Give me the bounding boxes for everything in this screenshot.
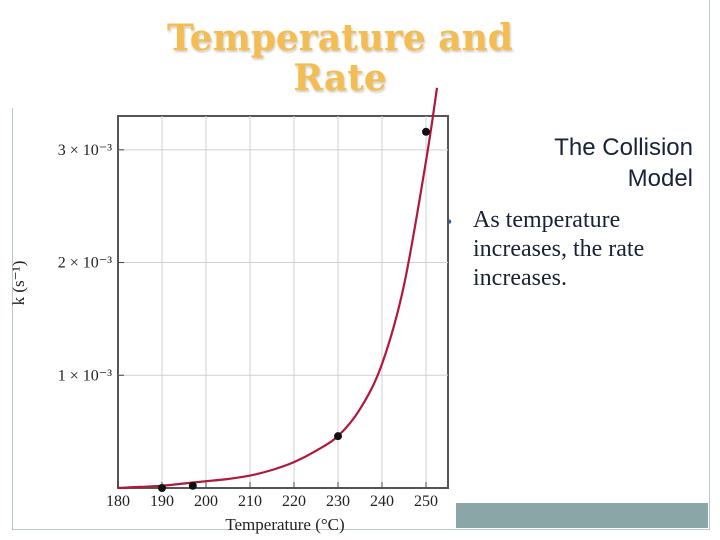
y-tick-label: 3 × 10⁻³ [58,142,112,159]
x-tick-label: 190 [150,493,174,510]
y-tick-label: 1 × 10⁻³ [58,367,112,384]
x-tick-label: 250 [414,493,438,510]
grid-lines [118,116,448,488]
x-tick-label: 240 [370,493,394,510]
title-area-background [0,0,440,108]
x-tick-label: 180 [106,493,130,510]
slide-title: Temperature and Rate [120,18,560,98]
rate-curve [117,87,439,490]
y-tick-label: 2 × 10⁻³ [58,255,112,272]
slide-title-line1: Temperature and [167,17,513,59]
x-tick-labels: 180 190 200 210 220 230 240 250 [106,493,438,510]
slide-frame [12,0,710,530]
bullet-text: As temperature increases, the rate incre… [473,207,645,291]
left-margin [0,0,12,540]
x-axis-label: Temperature (°C) [225,515,344,534]
data-point [158,484,166,492]
x-tick-label: 200 [194,493,218,510]
bullet-icon: • [446,212,453,232]
y-tick-labels: 1 × 10⁻³ 2 × 10⁻³ 3 × 10⁻³ [58,142,112,384]
collision-model-line1: The Collision [554,134,693,161]
x-tick-label: 210 [238,493,262,510]
slide-title-line2: Rate [293,57,387,99]
plot-area [117,115,449,489]
x-tick-label: 220 [282,493,306,510]
data-point [422,127,430,136]
data-points [158,127,430,492]
y-axis-label: k (s⁻¹) [9,261,28,306]
data-point [188,481,197,490]
collision-model-heading: The Collision Model [453,132,693,194]
accent-bar [456,503,708,528]
collision-model-line2: Model [627,165,693,192]
data-point [334,432,342,441]
x-tick-label: 230 [326,493,350,510]
